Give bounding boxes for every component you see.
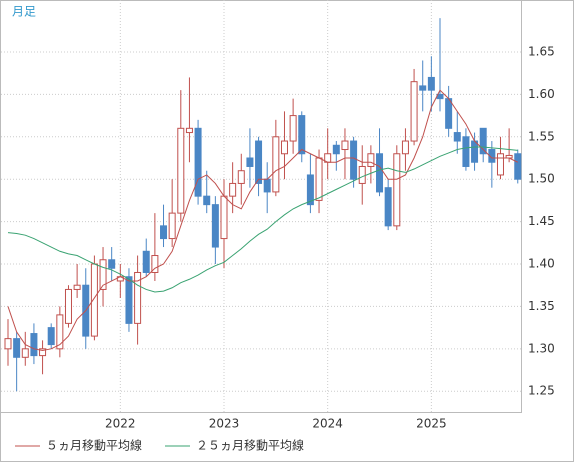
legend-label: ５ヵ月移動平均線 (46, 438, 142, 453)
candle-body (496, 153, 504, 176)
candle-body (427, 76, 435, 91)
candle-body (410, 81, 418, 142)
candle-body (220, 195, 228, 240)
candle-body (30, 333, 38, 357)
y-tick-label: 1.50 (528, 172, 555, 186)
candle-body (56, 314, 64, 350)
candle-body (306, 174, 314, 206)
y-tick-label: 1.35 (528, 299, 555, 313)
candle-body (332, 144, 340, 155)
y-tick-label: 1.55 (528, 129, 555, 143)
candle-body (185, 127, 193, 134)
candle-body (64, 288, 72, 324)
candle-body (263, 178, 271, 193)
candle-body (151, 255, 159, 273)
candle-body (289, 115, 297, 142)
candle-body (47, 327, 55, 346)
candle-body (419, 85, 427, 91)
y-tick-label: 1.65 (528, 44, 555, 58)
candle-body (367, 153, 375, 167)
x-tick-label: 2023 (209, 417, 240, 431)
candle-body (255, 140, 263, 184)
y-tick-label: 1.40 (528, 257, 555, 271)
candle-body (168, 212, 176, 240)
x-tick-label: 2025 (416, 417, 447, 431)
moving-average-line (7, 146, 518, 293)
candle-body (298, 115, 306, 155)
x-tick-label: 2024 (312, 417, 343, 431)
y-tick-label: 1.25 (528, 384, 555, 398)
candle-body (177, 127, 185, 214)
candle-body (358, 165, 366, 184)
y-tick-label: 1.30 (528, 341, 555, 355)
candle-body (134, 271, 142, 324)
candle-body (229, 182, 237, 197)
candle-body (350, 140, 358, 180)
moving-average-line (7, 89, 518, 352)
candle-body (445, 98, 453, 129)
candle-body (384, 187, 392, 227)
candle-body (376, 153, 384, 193)
candle-body (315, 157, 323, 201)
candle-body (479, 127, 487, 155)
legend-label: ２５ヵ月移動平均線 (196, 438, 304, 453)
candle-body (4, 338, 12, 350)
candle-body (401, 140, 409, 155)
plot-area (0, 0, 522, 413)
candle-body (280, 140, 288, 155)
candle-body (393, 153, 401, 227)
candle-body (142, 250, 150, 273)
candle-body (453, 132, 461, 142)
candle-body (39, 348, 47, 357)
y-tick-label: 1.45 (528, 214, 555, 228)
candle-body (246, 157, 254, 167)
candle-body (237, 170, 245, 184)
candle-body (13, 338, 21, 358)
candle-body (272, 136, 280, 193)
candle-body (203, 195, 211, 206)
candle-body (73, 284, 81, 290)
candle-body (99, 259, 107, 290)
candle-body (194, 127, 202, 197)
candle-body (462, 136, 470, 167)
candle-body (125, 276, 133, 324)
period-label: 月足 (12, 5, 36, 19)
candle-body (211, 204, 219, 248)
candle-body (90, 263, 98, 337)
x-tick-label: 2022 (105, 417, 136, 431)
candle-body (514, 153, 522, 180)
candle-body (488, 149, 496, 163)
y-tick-label: 1.60 (528, 87, 555, 101)
candle-body (471, 140, 479, 163)
candle-body (160, 225, 168, 240)
candle-body (341, 140, 349, 151)
candle-body (108, 259, 116, 269)
candle-body (21, 348, 29, 358)
